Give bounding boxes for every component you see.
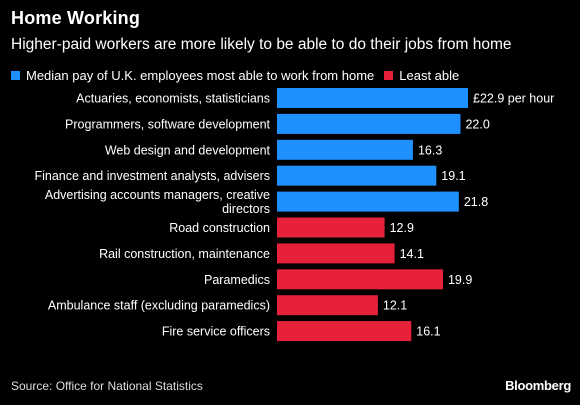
source-note: Source: Office for National Statistics [11,379,203,393]
category-label-2: Programmers, software development [65,117,270,131]
legend-swatch-most-able [11,70,20,80]
category-label-8: Paramedics [204,273,270,287]
legend-item-least-able: Least able [384,68,459,83]
bar-value-label-2: 22.0 [465,117,489,131]
category-label-1: Actuaries, economists, statisticians [76,92,270,106]
category-label-7: Rail construction, maintenance [99,247,270,261]
category-label-6: Road construction [169,221,270,235]
bar-1 [277,88,468,108]
legend-swatch-least-able [384,70,394,80]
legend-label-most-able: Median pay of U.K. employees most able t… [26,67,375,83]
category-label-5: Advertising accounts managers, creative d… [45,188,270,216]
category-label-9: Ambulance staff (excluding paramedics) [48,299,270,313]
chart-title: Home Working [11,8,141,28]
chart-subtitle: Higher-paid workers are more likely to b… [11,36,512,53]
category-label-4: Finance and investment analysts, adviser… [34,169,270,183]
bloomberg-logo: Bloomberg [505,378,571,393]
bar-value-label-8: 19.9 [448,273,472,287]
legend-label-least-able: Least able [399,67,460,83]
bar-7 [277,243,395,264]
bar-8 [277,269,443,290]
bar-value-label-1: £22.9 per hour [473,92,554,106]
bar-3 [277,139,413,160]
bar-value-label-10: 16.1 [416,325,440,339]
legend-item-most-able: Median pay of U.K. employees most able t… [11,68,374,83]
bar-value-label-7: 14.1 [400,247,424,261]
category-label-10: Fire service officers [162,325,270,339]
bar-value-label-5: 21.8 [464,195,488,209]
bar-4 [277,165,437,186]
bar-value-label-6: 12.9 [390,221,414,235]
bar-10 [277,321,412,342]
category-label-3: Web design and development [105,143,271,157]
bar-value-label-3: 16.3 [418,143,442,157]
bar-value-label-4: 19.1 [441,169,465,183]
bar-6 [277,217,385,238]
legend: Median pay of U.K. employees most able t… [11,66,469,84]
bar-9 [277,295,378,316]
bar-5 [277,191,459,212]
bar-2 [277,113,461,134]
bar-value-label-9: 12.1 [383,299,407,313]
